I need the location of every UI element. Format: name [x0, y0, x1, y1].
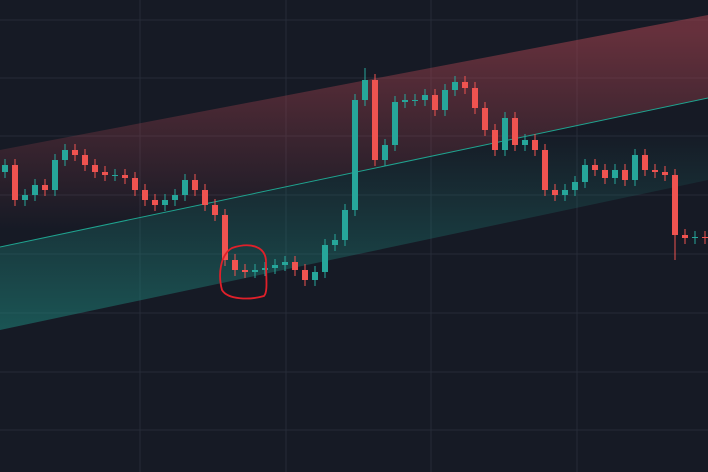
candle-body: [582, 165, 588, 182]
candle-body: [222, 215, 228, 260]
candle-body: [632, 155, 638, 180]
candle-body: [112, 175, 118, 176]
candle-body: [672, 175, 678, 235]
candle-body: [502, 118, 508, 150]
candle-body: [352, 100, 358, 210]
candle-body: [312, 272, 318, 280]
candle-body: [202, 190, 208, 205]
candle-body: [382, 145, 388, 160]
candle-body: [172, 195, 178, 200]
candle-body: [522, 140, 528, 145]
candle-body: [702, 237, 708, 238]
candle-body: [472, 88, 478, 108]
candle-body: [422, 95, 428, 100]
candle-body: [492, 130, 498, 150]
candle-body: [92, 165, 98, 172]
candle-body: [452, 82, 458, 90]
candle-body: [182, 180, 188, 195]
candle-body: [612, 170, 618, 178]
candle-body: [532, 140, 538, 150]
candle-body: [32, 185, 38, 195]
candle-body: [82, 155, 88, 165]
candle-body: [362, 80, 368, 100]
candle-body: [232, 260, 238, 270]
candle-body: [52, 160, 58, 190]
candle-body: [292, 262, 298, 270]
candle-body: [682, 235, 688, 238]
candle-body: [542, 150, 548, 190]
candle-body: [242, 270, 248, 272]
candle-body: [512, 118, 518, 145]
candle-body: [282, 262, 288, 265]
candle-body: [572, 182, 578, 190]
candle-body: [432, 95, 438, 110]
candles: [2, 68, 708, 286]
candle-body: [602, 170, 608, 178]
candle-body: [462, 82, 468, 88]
candle-body: [122, 175, 128, 178]
candle-body: [302, 270, 308, 280]
lower-channel: [0, 98, 708, 330]
candle-body: [322, 245, 328, 272]
candle-body: [342, 210, 348, 240]
candle-body: [272, 265, 278, 268]
candle-body: [162, 200, 168, 205]
candle-body: [132, 178, 138, 190]
candle-body: [442, 90, 448, 110]
candle-body: [262, 268, 268, 270]
candle-body: [2, 165, 8, 172]
candle-body: [372, 80, 378, 160]
candle-body: [482, 108, 488, 130]
candle-body: [412, 100, 418, 101]
candle-body: [652, 170, 658, 172]
candle-body: [22, 195, 28, 200]
candle-body: [692, 237, 698, 238]
candle-body: [62, 150, 68, 160]
candle-body: [392, 102, 398, 145]
candle-body: [212, 205, 218, 215]
candle-body: [622, 170, 628, 180]
candle-body: [592, 165, 598, 170]
candle-body: [332, 240, 338, 245]
candle-body: [252, 270, 258, 272]
candle-body: [102, 172, 108, 175]
candle-body: [402, 100, 408, 102]
candle-body: [152, 200, 158, 205]
candle-body: [192, 180, 198, 190]
annotation-circle: [219, 244, 268, 300]
candle-body: [12, 165, 18, 200]
candle-body: [552, 190, 558, 195]
candle-body: [662, 172, 668, 175]
candle-body: [72, 150, 78, 155]
candle-body: [42, 185, 48, 190]
candle-body: [562, 190, 568, 195]
candle-body: [142, 190, 148, 200]
candle-body: [642, 155, 648, 170]
